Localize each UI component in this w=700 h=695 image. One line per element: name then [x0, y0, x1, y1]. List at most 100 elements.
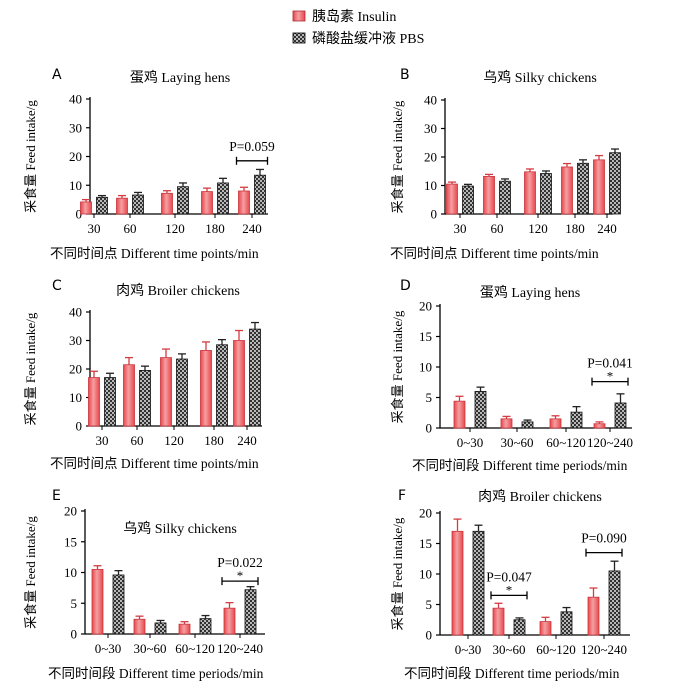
bar-pbs: [560, 611, 573, 636]
y-tick-label: 0: [71, 627, 78, 642]
panel-e: E 乌鸡 Silky chickens 0 5 10 15 20 采食量 Feed intak…: [23, 488, 265, 681]
bar-insulin: [561, 166, 573, 215]
bar-pbs: [614, 402, 627, 429]
x-tick-label: 60~120: [546, 435, 586, 450]
bar-insulin: [80, 201, 92, 215]
bar-pbs: [139, 370, 151, 427]
x-tick-label: 60: [124, 221, 137, 236]
bar-insulin: [233, 340, 245, 427]
y-tick-label: 5: [71, 596, 78, 611]
panel-a: A 蛋鸡 Laying hens 0 10 20 30 40 采食量 Feed intake/…: [23, 67, 275, 261]
panel-letter: F: [398, 488, 406, 504]
bar-pbs: [472, 530, 485, 636]
bar-insulin: [483, 175, 495, 215]
y-tick-label: 10: [64, 565, 77, 580]
x-tick-label: 30~60: [492, 642, 525, 657]
bar-insulin: [492, 607, 505, 636]
bar-pbs: [154, 622, 167, 635]
x-tick-label: 180: [565, 221, 585, 236]
panels: A 蛋鸡 Laying hens 0 10 20 30 40 采食量 Feed intake/…: [23, 67, 633, 681]
x-tick-label: 30~60: [500, 435, 533, 450]
bar-pbs: [462, 185, 474, 215]
y-tick-label: 15: [419, 329, 432, 344]
panel-f: F 肉鸡 Broiler chickens 0 5 10 15 20 采食量 Feed int…: [390, 488, 630, 681]
bar-pbs: [608, 570, 621, 636]
bar-pbs: [112, 574, 125, 635]
x-tick-label: 240: [242, 221, 262, 236]
x-tick-label: 30~60: [133, 641, 166, 656]
x-tick-label: 0~30: [455, 642, 482, 657]
bar-pbs: [244, 589, 257, 635]
bar-pbs: [577, 162, 589, 215]
bar-insulin: [539, 621, 552, 636]
significance-star: *: [237, 568, 244, 583]
bar-pbs: [513, 619, 526, 636]
bar-insulin: [451, 530, 464, 636]
bar-insulin: [587, 596, 600, 636]
bar-insulin: [524, 171, 536, 215]
y-axis-label: 采食量 Feed intake/g: [390, 517, 405, 630]
y-tick-label: 0: [431, 207, 438, 222]
chart-title: 蛋鸡 Laying hens: [480, 284, 580, 301]
y-tick-label: 20: [419, 506, 432, 521]
bar-insulin: [593, 423, 606, 429]
bar-insulin: [161, 192, 173, 215]
x-tick-label: 180: [204, 433, 224, 448]
bar-insulin: [201, 191, 213, 215]
legend: 胰岛素 Insulin 磷酸盐缓冲液 PBS: [292, 9, 424, 47]
x-tick-label: 0~30: [95, 641, 122, 656]
x-tick-label: 60~120: [175, 641, 215, 656]
panel-letter: D: [400, 278, 411, 294]
y-tick-label: 40: [69, 92, 82, 107]
significance-star: *: [506, 582, 513, 597]
bar-insulin: [160, 357, 172, 427]
bar-pbs: [570, 411, 583, 429]
y-tick-label: 10: [69, 390, 82, 405]
x-axis-label: 不同时间段 Different time periods/min: [404, 666, 620, 681]
x-axis-label: 不同时间点 Different time points/min: [50, 246, 259, 261]
panel-b: B 乌鸡 Silky chickens 0 10 20 30 40 采食量 Feed inta…: [390, 67, 621, 261]
x-tick-label: 30: [96, 433, 109, 448]
significance-star: *: [607, 369, 614, 384]
x-tick-label: 120~240: [217, 641, 263, 656]
p-value-label: P=0.090: [581, 531, 627, 546]
y-tick-label: 0: [76, 207, 83, 222]
bar-pbs: [104, 377, 116, 427]
chart-title: 蛋鸡 Laying hens: [130, 69, 230, 86]
x-tick-label: 240: [597, 221, 617, 236]
y-tick-label: 10: [419, 360, 432, 375]
x-tick-label: 120~240: [587, 435, 633, 450]
x-tick-label: 60: [131, 433, 144, 448]
x-tick-label: 120~240: [581, 642, 627, 657]
bar-insulin: [453, 400, 466, 429]
legend-label-insulin: 胰岛素 Insulin: [312, 9, 396, 25]
y-tick-label: 40: [69, 305, 82, 320]
bar-insulin: [116, 197, 128, 215]
bar-pbs: [521, 421, 534, 429]
bar-insulin: [133, 618, 146, 635]
x-axis-label: 不同时间段 Different time periods/min: [48, 666, 264, 681]
bar-insulin: [549, 418, 562, 429]
chart-title: 肉鸡 Broiler chickens: [116, 282, 240, 299]
panel-letter: C: [52, 278, 62, 294]
panel-c: C 肉鸡 Broiler chickens 0 10 20 30 40 采食量 Feed in…: [23, 278, 262, 471]
bar-pbs: [132, 194, 144, 215]
bar-insulin: [593, 159, 605, 215]
bar-pbs: [177, 186, 189, 215]
legend-swatch-pbs: [292, 32, 306, 44]
p-value-label: P=0.041: [587, 356, 633, 371]
bar-pbs: [499, 180, 511, 215]
bar-pbs: [540, 173, 552, 215]
bar-pbs: [254, 174, 266, 215]
y-tick-label: 20: [419, 299, 432, 314]
bar-pbs: [96, 196, 108, 215]
y-tick-label: 20: [69, 362, 82, 377]
y-tick-label: 0: [426, 421, 433, 436]
x-axis-label: 不同时间点 Different time points/min: [50, 456, 259, 471]
y-tick-label: 20: [64, 504, 77, 519]
panel-letter: E: [52, 488, 61, 504]
x-tick-label: 120: [528, 221, 548, 236]
bar-insulin: [91, 569, 104, 635]
bar-insulin: [178, 623, 191, 635]
